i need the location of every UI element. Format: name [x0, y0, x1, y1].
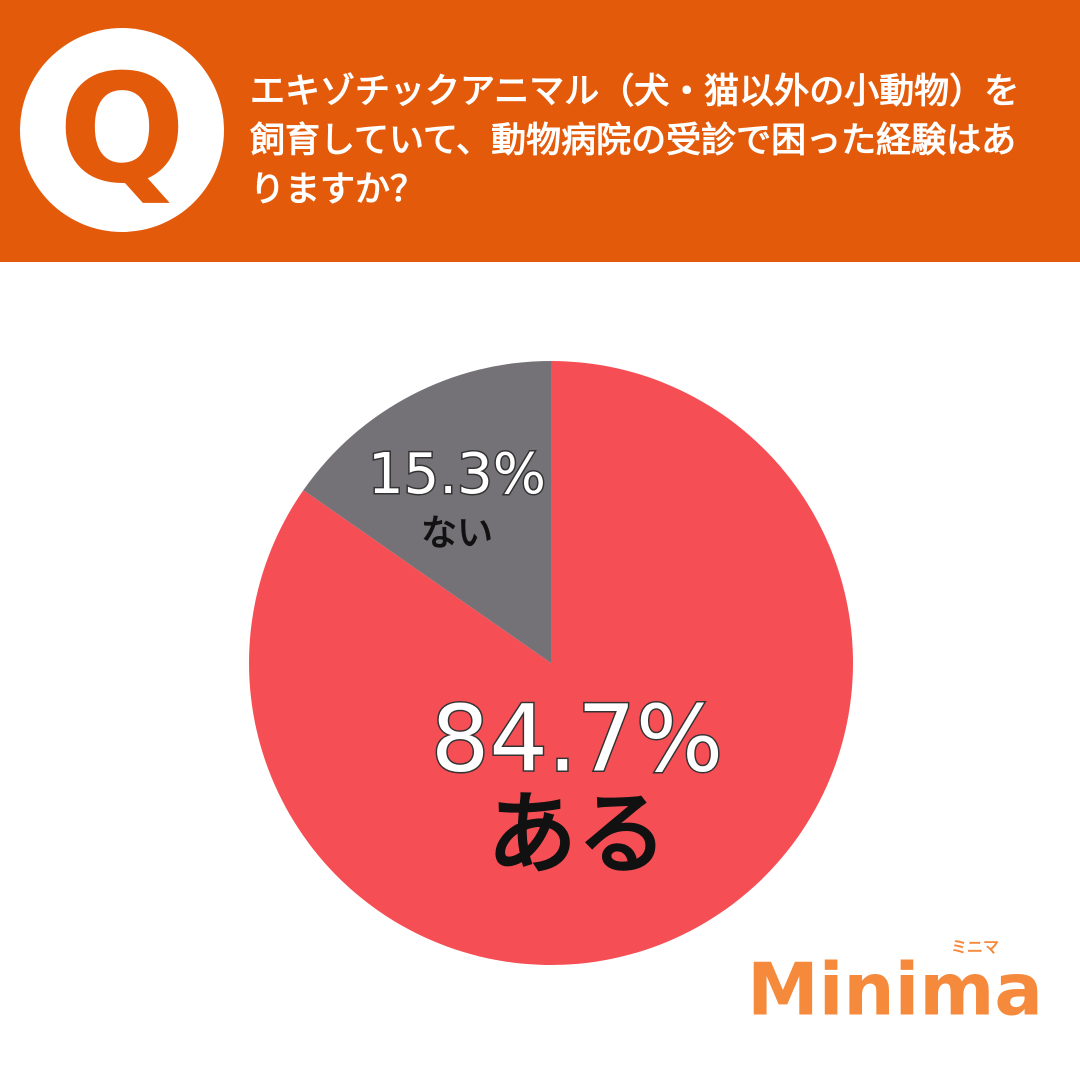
category-label: ある — [487, 782, 667, 887]
value-label: 84.7% — [431, 685, 723, 792]
logo-reading: ミニマ — [951, 938, 999, 957]
logo: Minima — [747, 948, 1043, 1032]
category-label: ない — [421, 513, 493, 554]
chart-title: エキゾチックアニマル（犬・猫以外の小動物）を飼育していて、動物病院の受診で困った… — [250, 72, 1020, 210]
pie-slice — [303, 361, 551, 663]
q-icon: Q — [20, 28, 224, 232]
value-label: 15.3% — [368, 442, 546, 507]
header: Q エキゾチックアニマル（犬・猫以外の小動物）を飼育していて、動物病院の受診で困… — [0, 0, 1080, 262]
